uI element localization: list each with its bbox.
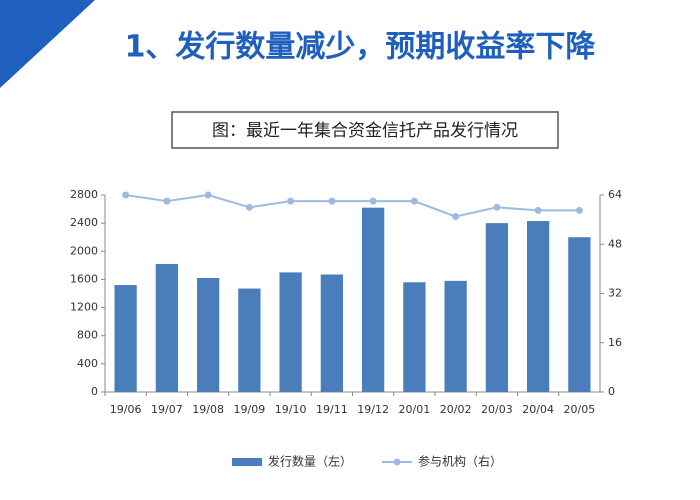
x-tick-label: 19/08: [192, 403, 224, 416]
slide-title: 1、发行数量减少，预期收益率下降: [125, 30, 597, 65]
y-tick-label: 2800: [70, 188, 98, 201]
bar: [403, 282, 426, 392]
y2-tick-label: 32: [608, 287, 622, 300]
x-tick-label: 19/09: [234, 403, 266, 416]
legend-swatch: [393, 458, 401, 466]
bar: [238, 288, 261, 392]
y-tick-label: 400: [77, 357, 98, 370]
y-tick-label: 1600: [70, 272, 98, 285]
y2-tick-label: 16: [608, 336, 622, 349]
point: [369, 197, 377, 205]
legend-label: 发行数量（左）: [268, 454, 352, 469]
bar: [320, 274, 344, 392]
x-tick-label: 20/02: [440, 403, 472, 416]
y-tick-label: 2000: [70, 244, 98, 257]
x-tick-label: 19/07: [151, 403, 183, 416]
bar: [444, 280, 467, 392]
y2-tick-label: 64: [608, 188, 622, 201]
bar: [361, 207, 385, 392]
point: [287, 197, 295, 205]
bar: [568, 237, 591, 392]
point: [534, 206, 542, 214]
x-tick-label: 20/03: [481, 403, 513, 416]
bar: [114, 285, 137, 392]
bar: [526, 221, 550, 392]
point: [328, 197, 336, 205]
y2-tick-label: 48: [608, 237, 622, 250]
corner-triangle: [0, 0, 95, 88]
x-tick-label: 20/04: [522, 403, 554, 416]
point: [452, 213, 460, 221]
point: [163, 197, 171, 205]
bar: [155, 263, 179, 392]
point: [410, 197, 418, 205]
caption-box: [171, 111, 559, 149]
x-tick-label: 19/10: [275, 403, 307, 416]
x-tick-label: 20/01: [399, 403, 431, 416]
y-tick-label: 800: [77, 329, 98, 342]
y-tick-label: 1200: [70, 301, 98, 314]
point: [204, 191, 212, 199]
x-tick-label: 20/05: [564, 403, 596, 416]
x-tick-label: 19/12: [357, 403, 389, 416]
legend-swatch: [232, 458, 262, 466]
point: [575, 206, 583, 214]
y-tick-label: 0: [91, 385, 98, 398]
point: [245, 203, 253, 211]
x-tick-label: 19/11: [316, 403, 348, 416]
y2-tick-label: 0: [608, 385, 615, 398]
legend-label: 参与机构（右）: [418, 454, 502, 469]
point: [122, 191, 130, 199]
point: [493, 203, 501, 211]
bar: [196, 278, 220, 392]
bar: [279, 272, 302, 392]
line: [125, 193, 580, 218]
y-tick-label: 2400: [70, 216, 98, 229]
bar: [485, 223, 509, 392]
chart-title: 图：最近一年集合资金信托产品发行情况: [212, 121, 518, 141]
x-tick-label: 19/06: [110, 403, 142, 416]
